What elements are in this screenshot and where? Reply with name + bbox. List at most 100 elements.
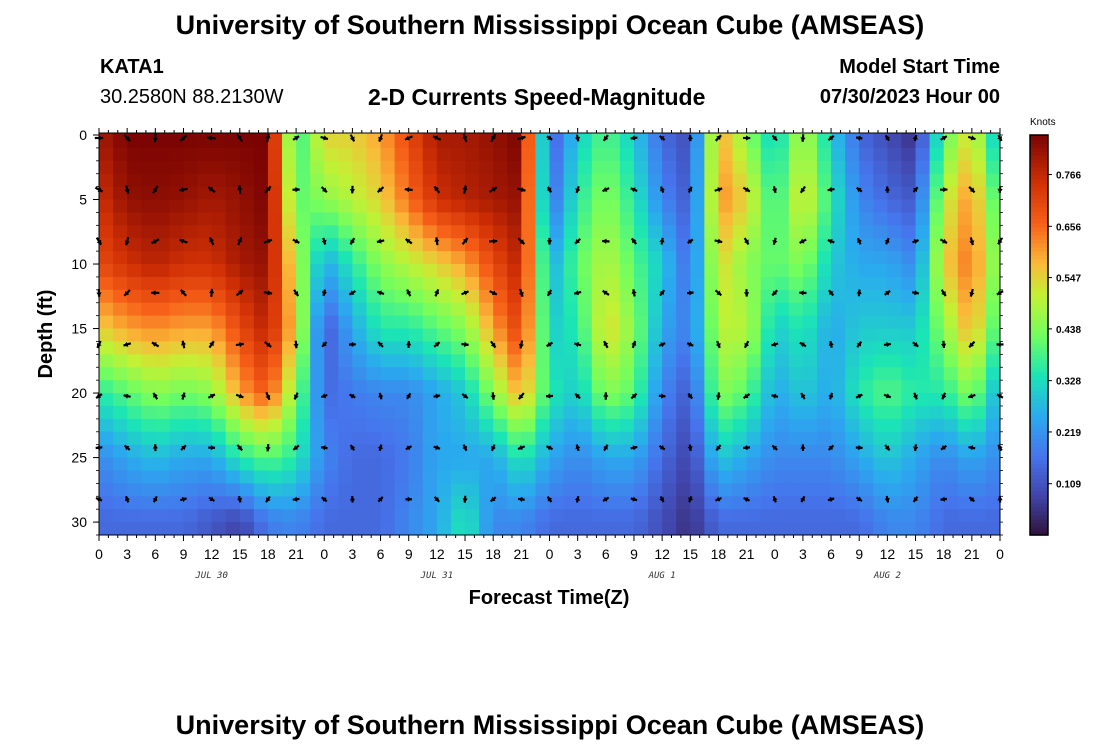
heatmap-cell bbox=[422, 225, 438, 239]
heatmap-cell bbox=[591, 315, 607, 330]
heatmap-cell bbox=[619, 225, 635, 239]
heatmap-cell bbox=[619, 483, 635, 497]
heatmap-cell bbox=[633, 225, 649, 239]
heatmap-cell bbox=[535, 444, 551, 459]
current-arrow bbox=[771, 393, 779, 399]
current-arrow bbox=[545, 393, 554, 399]
heatmap-cell bbox=[633, 509, 649, 523]
heatmap-cell bbox=[563, 173, 579, 188]
heatmap-cell bbox=[127, 470, 142, 484]
heatmap-cell bbox=[197, 199, 213, 214]
heatmap-cell bbox=[943, 315, 959, 330]
current-arrow bbox=[490, 133, 497, 143]
heatmap-cell bbox=[957, 133, 973, 149]
heatmap-cell bbox=[239, 405, 255, 420]
heatmap-cell bbox=[366, 225, 382, 239]
heatmap-cell bbox=[267, 133, 283, 149]
heatmap-cell bbox=[169, 199, 185, 214]
heatmap-cell bbox=[366, 315, 382, 330]
heatmap-cell bbox=[971, 276, 987, 291]
heatmap-cell bbox=[436, 160, 452, 175]
current-arrow bbox=[687, 444, 693, 451]
heatmap-cell bbox=[422, 367, 438, 381]
heatmap-cell bbox=[239, 147, 255, 162]
heatmap-cell bbox=[127, 199, 142, 214]
heatmap-cell bbox=[507, 147, 522, 162]
current-direction-arrows bbox=[94, 133, 1004, 503]
heatmap-cell bbox=[704, 405, 720, 420]
heatmap-cell bbox=[549, 470, 565, 484]
heatmap-cell bbox=[465, 496, 480, 510]
colorbar-swatch bbox=[1030, 371, 1048, 376]
heatmap-cell bbox=[267, 405, 283, 420]
heatmap-cell bbox=[324, 457, 339, 472]
heatmap-cell bbox=[352, 160, 368, 175]
heatmap-cell bbox=[352, 470, 368, 484]
colorbar-swatch bbox=[1030, 483, 1048, 488]
heatmap-cell bbox=[408, 264, 424, 278]
heatmap-cell bbox=[859, 470, 874, 484]
heatmap-cell bbox=[563, 509, 579, 523]
heatmap-cell bbox=[718, 302, 734, 317]
heatmap-cell bbox=[352, 133, 368, 149]
x-tick-label: 0 bbox=[320, 546, 328, 562]
colorbar-swatch bbox=[1030, 507, 1048, 512]
heatmap-cell bbox=[310, 212, 325, 226]
heatmap-cell bbox=[380, 276, 396, 291]
heatmap-cell bbox=[113, 147, 128, 162]
heatmap-cell bbox=[985, 470, 1000, 484]
heatmap-cell bbox=[493, 418, 508, 433]
heatmap-cell bbox=[239, 133, 255, 149]
heatmap-cell bbox=[493, 380, 508, 394]
x-tick-label: 21 bbox=[514, 546, 530, 562]
colorbar-swatch bbox=[1030, 219, 1048, 224]
heatmap-cell bbox=[253, 393, 269, 407]
current-arrow bbox=[574, 495, 581, 503]
heatmap-cell bbox=[760, 457, 776, 472]
heatmap-cell bbox=[648, 264, 663, 278]
heatmap-cell bbox=[648, 302, 663, 317]
heatmap-cell bbox=[619, 276, 635, 291]
heatmap-cell bbox=[239, 289, 255, 304]
heatmap-cell bbox=[760, 418, 776, 433]
heatmap-cell bbox=[127, 147, 142, 162]
heatmap-cell bbox=[633, 522, 649, 535]
current-arrow bbox=[461, 341, 469, 347]
heatmap-cell bbox=[366, 133, 382, 149]
heatmap-cell bbox=[859, 199, 874, 214]
heatmap-cell bbox=[422, 431, 438, 446]
heatmap-cell bbox=[676, 276, 691, 291]
heatmap-cell bbox=[450, 405, 466, 420]
heatmap-cell bbox=[605, 496, 621, 510]
current-arrow bbox=[884, 237, 890, 245]
heatmap-cell bbox=[493, 173, 508, 188]
heatmap-cell bbox=[859, 367, 874, 381]
heatmap-cell bbox=[211, 302, 227, 317]
x-tick-label: 18 bbox=[485, 546, 501, 562]
heatmap-cell bbox=[169, 302, 185, 317]
heatmap-cell bbox=[704, 276, 720, 291]
heatmap-cell bbox=[901, 457, 917, 472]
heatmap-cell bbox=[113, 186, 128, 201]
heatmap-cell bbox=[619, 264, 635, 278]
heatmap-cell bbox=[155, 302, 170, 317]
heatmap-cell bbox=[338, 225, 354, 239]
heatmap-cell bbox=[591, 199, 607, 214]
heatmap-cell bbox=[831, 483, 846, 497]
current-arrow bbox=[152, 444, 158, 452]
current-arrow bbox=[912, 134, 918, 142]
heatmap-cell bbox=[282, 341, 297, 355]
heatmap-cell bbox=[732, 238, 748, 252]
heatmap-cell bbox=[465, 238, 480, 252]
current-arrow bbox=[940, 135, 948, 141]
heatmap-cell bbox=[563, 341, 579, 355]
heatmap-cell bbox=[732, 251, 748, 265]
current-arrow bbox=[968, 496, 976, 503]
current-arrow bbox=[602, 238, 610, 244]
heatmap-cell bbox=[591, 160, 607, 175]
heatmap-cell bbox=[99, 315, 114, 330]
heatmap-cell bbox=[859, 483, 874, 497]
heatmap-cell bbox=[521, 354, 537, 368]
heatmap-cell bbox=[760, 483, 776, 497]
heatmap-cell bbox=[535, 225, 551, 239]
